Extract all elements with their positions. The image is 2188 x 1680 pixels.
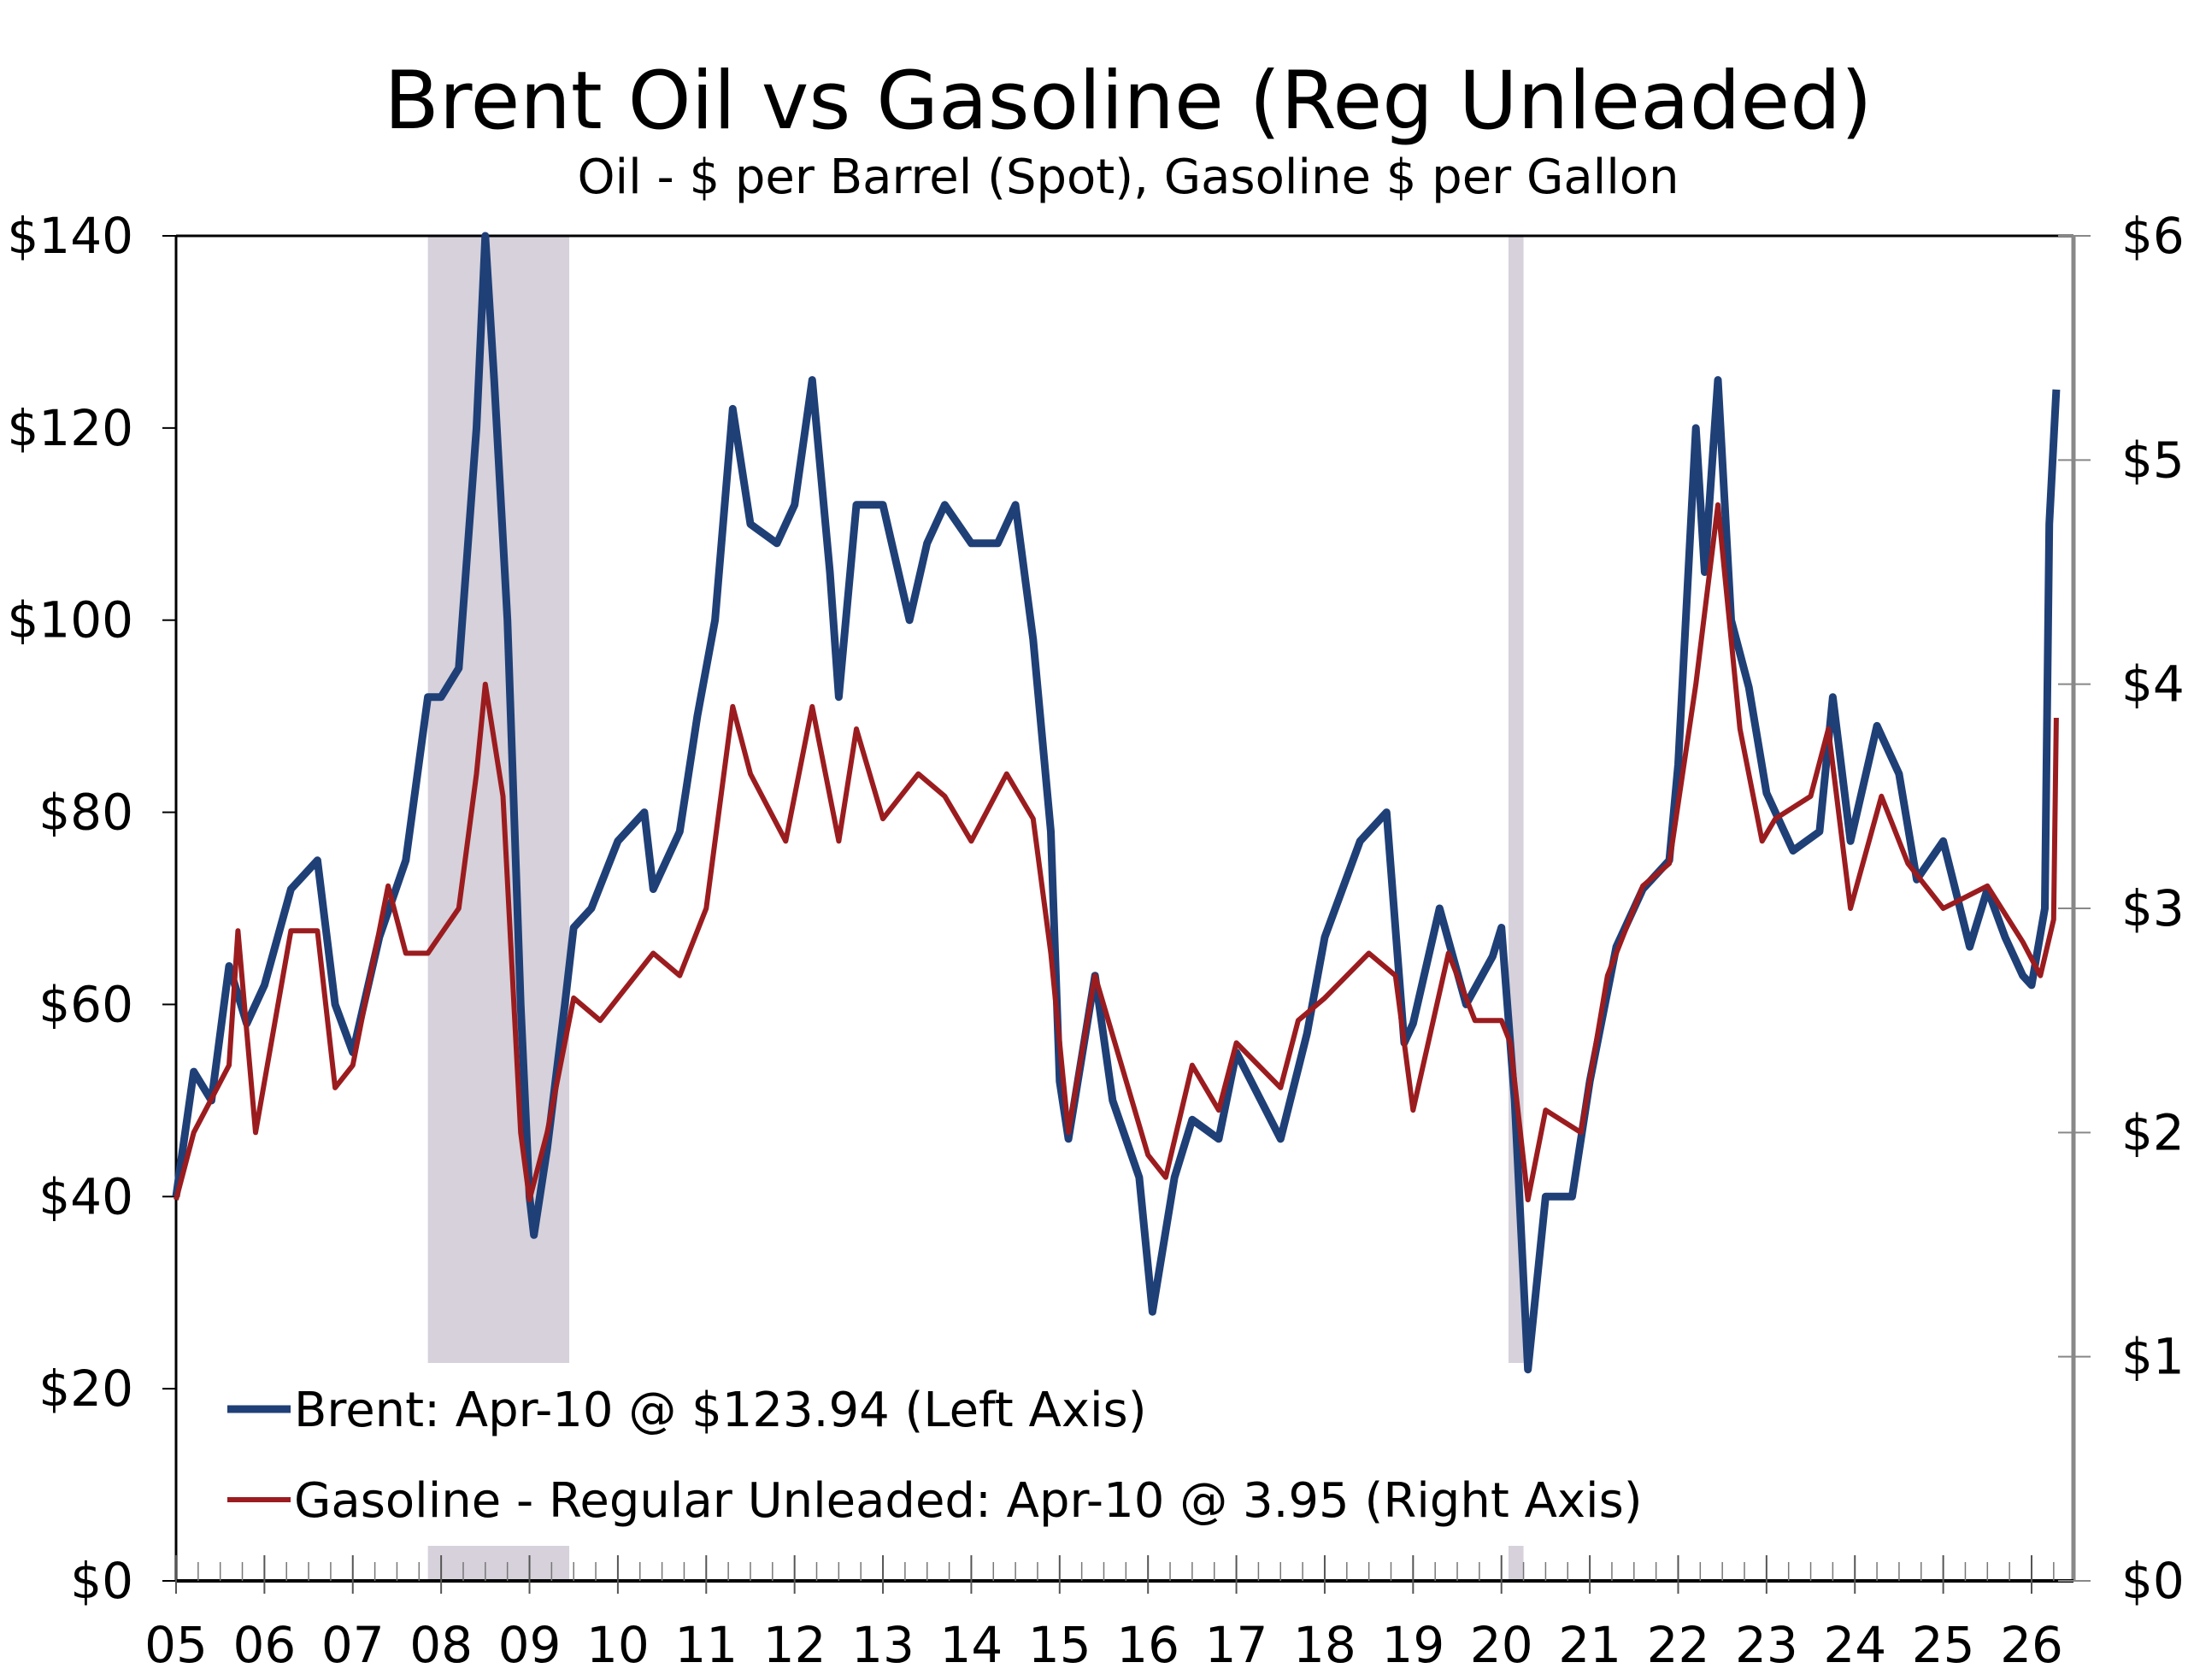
axes: $0 $20 $40 $60 $80 $100 $120 $140 $0 $1 $2 $3 $4 $5 $6… <box>7 207 2184 1674</box>
y-left-tick-label: $60 <box>38 975 133 1033</box>
y-left-tick-label: $0 <box>70 1552 133 1610</box>
y-right-tick-label: $3 <box>2121 879 2185 937</box>
legend-label-gasoline: Gasoline - Regular Unleaded: Apr-10 @ 3.… <box>294 1473 1643 1529</box>
y-right-tick-label: $1 <box>2121 1328 2185 1386</box>
y-left-tick-label: $20 <box>38 1360 133 1418</box>
y-right-tick-label: $0 <box>2121 1552 2185 1610</box>
x-tick-label: 08 <box>409 1616 473 1674</box>
x-tick-label: 26 <box>2000 1616 2063 1674</box>
y-right-tick-label: $4 <box>2121 655 2185 714</box>
x-tick-label: 15 <box>1028 1616 1091 1674</box>
recession-band <box>1508 1546 1524 1581</box>
legend: Brent: Apr-10 @ $123.94 (Left Axis) Gaso… <box>227 1383 1643 1529</box>
gasoline-line <box>174 502 2059 1202</box>
x-tick-label: 05 <box>144 1616 208 1674</box>
x-tick-label: 19 <box>1381 1616 1444 1674</box>
x-tick-label: 09 <box>498 1616 562 1674</box>
x-tick-label: 25 <box>1912 1616 1975 1674</box>
x-tick-label: 22 <box>1647 1616 1710 1674</box>
x-tick-label: 11 <box>674 1616 738 1674</box>
brent-line <box>172 232 2061 1374</box>
x-tick-label: 20 <box>1470 1616 1533 1674</box>
x-tick-label: 18 <box>1293 1616 1356 1674</box>
y-right-tick-label: $2 <box>2121 1103 2185 1161</box>
x-tick-label: 12 <box>763 1616 826 1674</box>
legend-label-brent: Brent: Apr-10 @ $123.94 (Left Axis) <box>294 1383 1147 1438</box>
x-tick-label: 17 <box>1205 1616 1268 1674</box>
x-tick-label: 16 <box>1116 1616 1179 1674</box>
x-tick-label: 14 <box>940 1616 1003 1674</box>
x-tick-label: 10 <box>586 1616 650 1674</box>
series-lines <box>172 232 2061 1374</box>
y-left-tick-label: $40 <box>38 1167 133 1225</box>
x-tick-label: 24 <box>1823 1616 1886 1674</box>
chart-subtitle: Oil - $ per Barrel (Spot), Gasoline $ pe… <box>577 150 1679 205</box>
chart-title: Brent Oil vs Gasoline (Reg Unleaded) <box>384 55 1872 148</box>
y-right-tick-label: $5 <box>2121 431 2185 489</box>
x-tick-label: 21 <box>1558 1616 1621 1674</box>
recession-band <box>427 1546 570 1581</box>
x-tick-label: 13 <box>851 1616 915 1674</box>
x-tick-label: 07 <box>321 1616 385 1674</box>
y-left-tick-label: $140 <box>7 207 133 265</box>
y-left-tick-label: $80 <box>38 784 133 842</box>
y-right-tick-label: $6 <box>2121 207 2185 265</box>
x-tick-label: 23 <box>1735 1616 1798 1674</box>
y-left-tick-label: $120 <box>7 399 133 457</box>
x-tick-label: 06 <box>232 1616 296 1674</box>
y-left-tick-label: $100 <box>7 591 133 649</box>
